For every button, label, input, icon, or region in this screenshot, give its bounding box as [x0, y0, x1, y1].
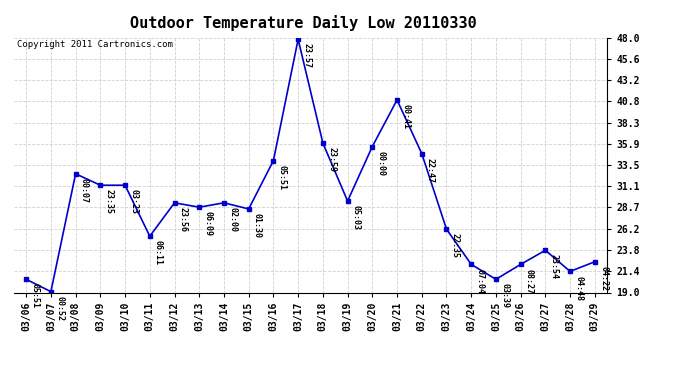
- Text: 22:47: 22:47: [426, 158, 435, 183]
- Text: 23:56: 23:56: [179, 207, 188, 232]
- Text: 04:22: 04:22: [599, 266, 608, 291]
- Text: 05:03: 05:03: [352, 205, 361, 230]
- Text: Outdoor Temperature Daily Low 20110330: Outdoor Temperature Daily Low 20110330: [130, 15, 477, 31]
- Text: 00:07: 00:07: [80, 178, 89, 203]
- Text: 06:09: 06:09: [204, 211, 213, 236]
- Text: 00:41: 00:41: [401, 104, 410, 129]
- Text: 04:48: 04:48: [574, 276, 583, 301]
- Text: Copyright 2011 Cartronics.com: Copyright 2011 Cartronics.com: [17, 40, 172, 49]
- Text: 05:51: 05:51: [277, 165, 286, 190]
- Text: 00:52: 00:52: [55, 296, 64, 321]
- Text: 23:54: 23:54: [549, 255, 558, 279]
- Text: 07:04: 07:04: [475, 268, 484, 294]
- Text: 06:11: 06:11: [154, 240, 163, 266]
- Text: 08:27: 08:27: [525, 268, 534, 294]
- Text: 00:00: 00:00: [377, 151, 386, 176]
- Text: 01:30: 01:30: [253, 213, 262, 238]
- Text: 23:35: 23:35: [104, 189, 113, 214]
- Text: 23:59: 23:59: [327, 147, 336, 172]
- Text: 23:57: 23:57: [302, 44, 311, 68]
- Text: 02:00: 02:00: [228, 207, 237, 232]
- Text: 05:51: 05:51: [30, 284, 39, 309]
- Text: 03:23: 03:23: [129, 189, 138, 214]
- Text: 03:39: 03:39: [500, 284, 509, 309]
- Text: 22:35: 22:35: [451, 233, 460, 258]
